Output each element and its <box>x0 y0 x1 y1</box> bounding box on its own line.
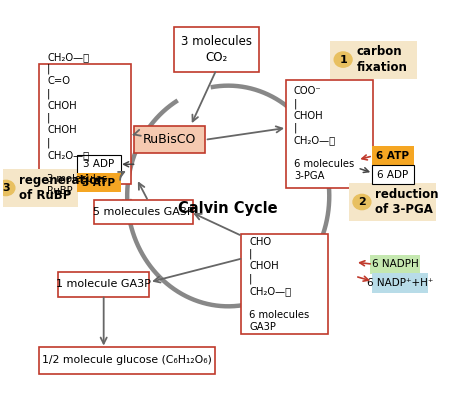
FancyBboxPatch shape <box>77 173 121 192</box>
Text: 1: 1 <box>339 55 347 65</box>
FancyBboxPatch shape <box>94 200 193 225</box>
Text: 6 ATP: 6 ATP <box>376 151 409 161</box>
Text: regeneration
of RuBP: regeneration of RuBP <box>19 174 106 202</box>
Text: 5 molecules GA3P: 5 molecules GA3P <box>93 207 194 217</box>
FancyBboxPatch shape <box>241 234 328 335</box>
FancyBboxPatch shape <box>0 169 78 207</box>
Text: reduction
of 3-PGA: reduction of 3-PGA <box>375 188 438 216</box>
Text: 1 molecule GA3P: 1 molecule GA3P <box>56 279 151 289</box>
FancyBboxPatch shape <box>349 183 436 221</box>
FancyBboxPatch shape <box>372 274 428 292</box>
FancyBboxPatch shape <box>372 165 414 184</box>
Text: RuBisCO: RuBisCO <box>143 133 196 146</box>
Text: 3 ATP: 3 ATP <box>82 178 116 188</box>
Text: 2: 2 <box>358 197 366 207</box>
Circle shape <box>353 194 371 210</box>
Text: CH₂O—Ⓟ
|
C=O
|
CHOH
|
CHOH
|
CH₂O—Ⓟ

3 molecules
RuBP: CH₂O—Ⓟ | C=O | CHOH | CHOH | CH₂O—Ⓟ 3 mo… <box>47 52 107 196</box>
FancyBboxPatch shape <box>39 63 131 184</box>
FancyBboxPatch shape <box>174 27 259 72</box>
Text: Calvin Cycle: Calvin Cycle <box>178 200 278 215</box>
Text: 3 ADP: 3 ADP <box>83 159 115 169</box>
Circle shape <box>0 180 15 196</box>
FancyBboxPatch shape <box>370 255 420 274</box>
Text: CHO
|
CHOH
|
CH₂O—Ⓟ

6 molecules
GA3P: CHO | CHOH | CH₂O—Ⓟ 6 molecules GA3P <box>249 237 310 332</box>
Text: 6 NADP⁺+H⁺: 6 NADP⁺+H⁺ <box>366 278 433 288</box>
Text: 6 ADP: 6 ADP <box>377 170 408 180</box>
Text: 3: 3 <box>2 183 10 193</box>
FancyBboxPatch shape <box>77 155 121 174</box>
FancyBboxPatch shape <box>134 126 205 154</box>
FancyBboxPatch shape <box>58 272 149 297</box>
FancyBboxPatch shape <box>286 80 373 188</box>
Text: 1/2 molecule glucose (C₆H₁₂O₆): 1/2 molecule glucose (C₆H₁₂O₆) <box>42 356 212 366</box>
Text: 3 molecules
CO₂: 3 molecules CO₂ <box>181 35 252 64</box>
FancyBboxPatch shape <box>372 146 414 166</box>
Text: carbon
fixation: carbon fixation <box>356 45 407 74</box>
Circle shape <box>334 52 352 67</box>
Text: COO⁻
|
CHOH
|
CH₂O—Ⓟ

6 molecules
3-PGA: COO⁻ | CHOH | CH₂O—Ⓟ 6 molecules 3-PGA <box>294 86 354 181</box>
FancyBboxPatch shape <box>39 347 215 374</box>
FancyBboxPatch shape <box>330 40 418 79</box>
Text: 6 NADPH: 6 NADPH <box>372 259 419 269</box>
